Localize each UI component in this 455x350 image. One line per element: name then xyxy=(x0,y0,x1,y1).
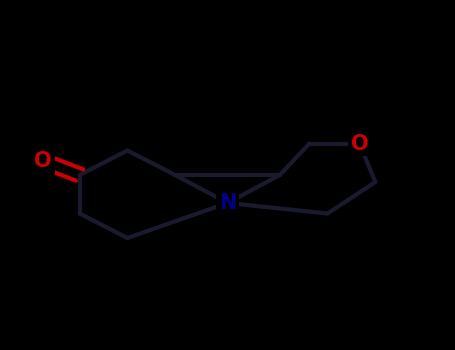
Text: O: O xyxy=(35,151,52,171)
Text: N: N xyxy=(219,193,236,213)
Text: O: O xyxy=(351,133,368,154)
